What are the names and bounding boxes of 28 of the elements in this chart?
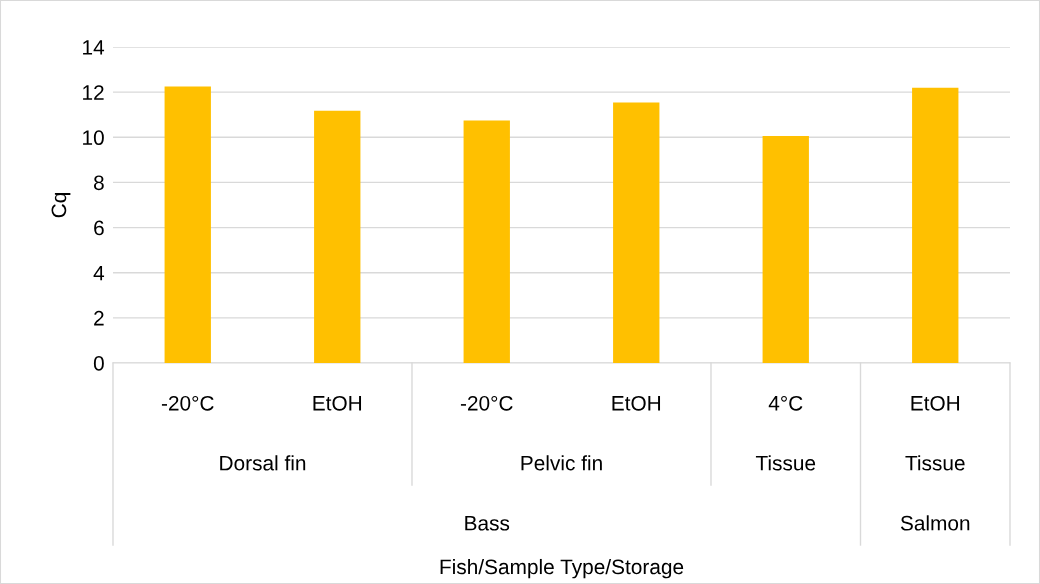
x-tick-label: -20°C	[161, 395, 214, 411]
x-tick-label: EtOH	[313, 395, 362, 411]
text: Bass	[465, 516, 510, 531]
bar	[164, 86, 211, 363]
y-tick-label: 8	[93, 175, 104, 191]
y-tick-label: 4	[93, 265, 105, 281]
y-tick-label: 2	[94, 310, 104, 326]
y-tick-label: 10	[83, 130, 104, 146]
bar	[912, 87, 959, 363]
x-tick-label: -20°C	[460, 395, 513, 411]
bar	[762, 135, 809, 363]
x-tick-label: 4°C	[768, 395, 803, 411]
bar	[613, 102, 660, 363]
y-tick-label: 0	[93, 356, 104, 371]
y-axis-title: Cq	[51, 193, 71, 218]
text: Fish/Sample Type/Storage	[440, 558, 684, 579]
text: Tissue	[755, 455, 816, 471]
y-tick-label: 12	[83, 85, 104, 100]
y-tick-label: 6	[94, 220, 104, 236]
text: Tissue	[905, 455, 965, 471]
y-tick-label: 14	[83, 40, 105, 55]
text: Pelvic fin	[521, 455, 602, 471]
x-tick-label: EtOH	[911, 395, 960, 411]
bar	[314, 110, 361, 363]
text: Dorsal fin	[220, 455, 306, 471]
bar	[463, 120, 510, 363]
text: Salmon	[900, 515, 970, 531]
x-tick-label: EtOH	[612, 395, 661, 411]
